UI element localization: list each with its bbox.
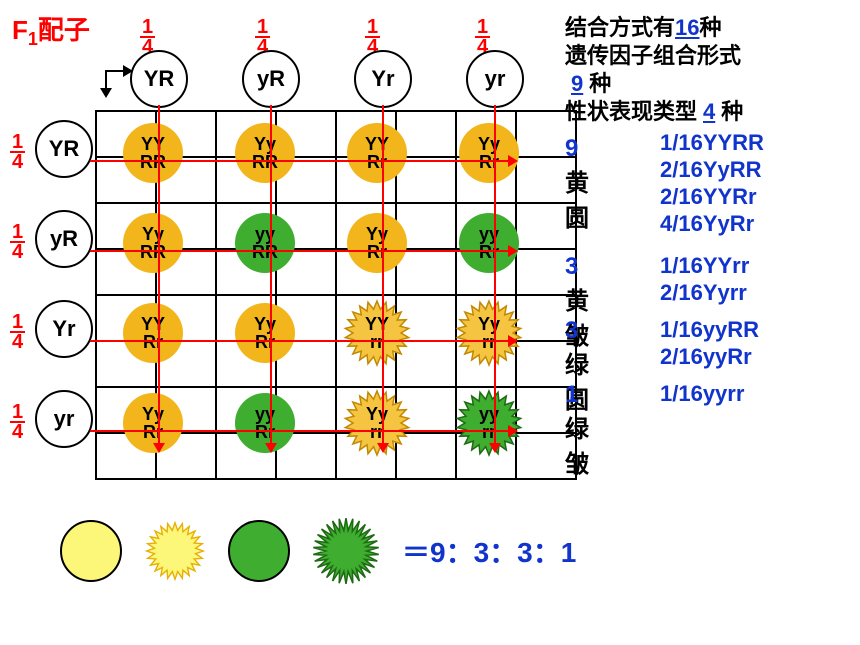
- ratio-item-1-0: 1/16YYrr: [660, 253, 749, 279]
- gamete-left-4: yr: [35, 390, 93, 448]
- summary-line-4: 性状表现类型4种: [565, 94, 743, 126]
- cell-0-0: YYRR: [123, 123, 183, 183]
- arrow-col-1: [158, 105, 160, 445]
- cell-0-1: YyRR: [235, 123, 295, 183]
- cell-2-2-label: YYrr: [347, 303, 407, 363]
- ratio-item-1-1: 2/16Yyrr: [660, 280, 747, 306]
- cell-1-3: yyRr: [459, 213, 519, 273]
- legend-yellow-round-icon: [60, 520, 122, 582]
- gamete-top-2: yR: [242, 50, 300, 108]
- f1-title: F1配子: [12, 10, 90, 50]
- arrow-col-4: [494, 105, 496, 445]
- bracket-arrow-down-icon: [105, 70, 107, 90]
- ratio-item-0-2: 2/16YYRr: [660, 184, 757, 210]
- ratio-item-0-1: 2/16YyRR: [660, 157, 762, 183]
- gamete-top-3: Yr: [354, 50, 412, 108]
- f1-sub: 1: [28, 29, 38, 49]
- cell-0-2: YYRr: [347, 123, 407, 183]
- legend: ＝9：3：3：1: [60, 515, 576, 587]
- cell-2-0: YYRr: [123, 303, 183, 363]
- legend-green-star-icon: [310, 515, 382, 587]
- cell-2-3-label: Yyrr: [459, 303, 519, 363]
- ratio-item-3-0: 1/16yyrr: [660, 381, 744, 407]
- arrow-row-3: [90, 340, 510, 342]
- frac-left-1: 14: [10, 125, 25, 171]
- cell-1-1: yyRR: [235, 213, 295, 273]
- gamete-top-4: yr: [466, 50, 524, 108]
- frac-top-1: 14: [140, 10, 155, 56]
- ratio-group-0: 9黄圆: [565, 135, 589, 233]
- arrow-row-2: [90, 250, 510, 252]
- cell-0-3: YyRr: [459, 123, 519, 183]
- diagram-root: F1配子 14 14 14 14 14 14 14 14 YR yR Yr yr…: [10, 10, 850, 635]
- ratio-item-2-1: 2/16yyRr: [660, 344, 752, 370]
- ratio-group-3: 1绿皱: [565, 381, 589, 479]
- legend-green-round-icon: [228, 520, 290, 582]
- arrow-col-3: [382, 105, 384, 445]
- gamete-top-1: YR: [130, 50, 188, 108]
- gamete-left-2: yR: [35, 210, 93, 268]
- bracket-arrow-right-icon: [105, 70, 125, 72]
- gamete-left-1: YR: [35, 120, 93, 178]
- gamete-left-3: Yr: [35, 300, 93, 358]
- ratio-item-0-3: 4/16YyRr: [660, 211, 754, 237]
- frac-top-4: 14: [475, 10, 490, 56]
- frac-left-4: 14: [10, 395, 25, 441]
- frac-top-3: 14: [365, 10, 380, 56]
- f1-letter: F: [12, 15, 28, 45]
- arrow-row-1: [90, 160, 510, 162]
- arrow-col-2: [270, 105, 272, 445]
- frac-left-2: 14: [10, 215, 25, 261]
- f1-rest: 配子: [38, 15, 90, 45]
- cell-2-1: YyRr: [235, 303, 295, 363]
- ratio-item-2-0: 1/16yyRR: [660, 317, 759, 343]
- cell-1-0: YyRR: [123, 213, 183, 273]
- arrow-row-4: [90, 430, 510, 432]
- legend-yellow-star-icon: [142, 518, 208, 584]
- cell-1-2: YyRr: [347, 213, 407, 273]
- ratio-item-0-0: 1/16YYRR: [660, 130, 764, 156]
- frac-left-3: 14: [10, 305, 25, 351]
- ratio-text: ＝9：3：3：1: [402, 531, 576, 571]
